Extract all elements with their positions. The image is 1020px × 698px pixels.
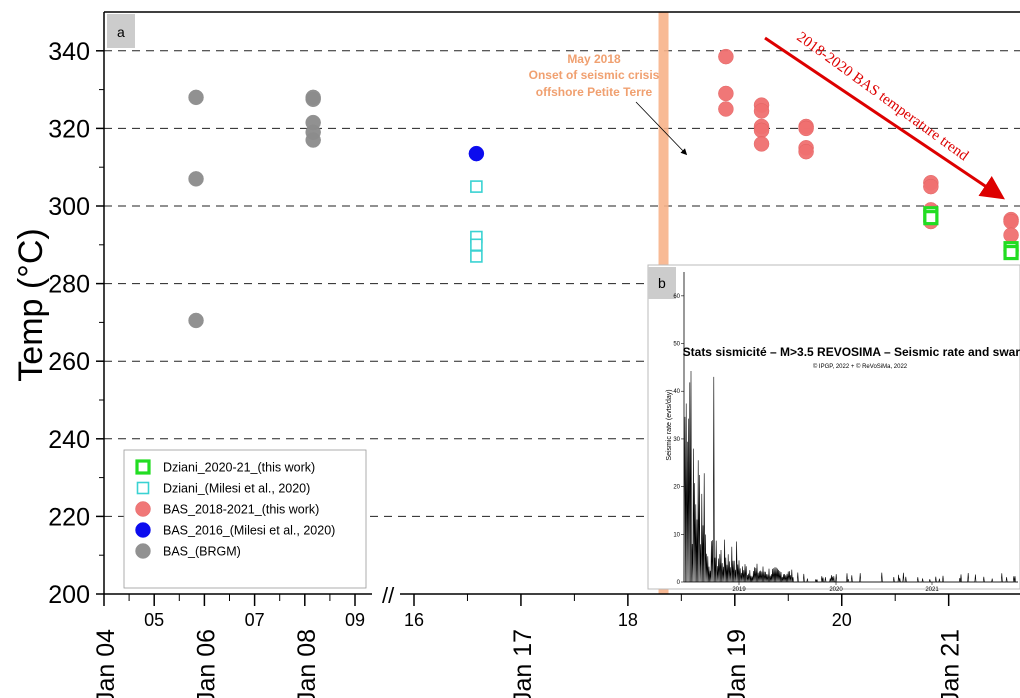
y-tick-label: 280 bbox=[48, 271, 90, 299]
y-tick-label: 300 bbox=[48, 193, 90, 221]
point-bas-2018-2021-this-work bbox=[718, 101, 734, 117]
inset-ylabel: Seismic rate (evts/day) bbox=[666, 389, 673, 460]
point-bas-2018-2021-this-work bbox=[798, 143, 814, 160]
y-tick-label: 260 bbox=[48, 348, 90, 376]
inset-y-tick-label: 20 bbox=[673, 485, 680, 491]
point-bas-2018-2021-this-work bbox=[753, 122, 770, 139]
legend-marker bbox=[135, 501, 151, 517]
inset-y-tick-label: 60 bbox=[673, 294, 680, 300]
inset-panel-label: b bbox=[658, 275, 666, 291]
x-tick-label: Jan 04 bbox=[92, 629, 120, 698]
inset-x-tick-label: 2020 bbox=[829, 587, 843, 593]
legend-marker bbox=[135, 543, 151, 559]
point-dziani-2020-21-this-work bbox=[1003, 244, 1019, 261]
inset-y-tick-label: 0 bbox=[677, 580, 681, 586]
panel-label-box bbox=[107, 14, 135, 48]
y-tick-label: 240 bbox=[48, 426, 90, 454]
x-tick-label: 07 bbox=[245, 610, 265, 630]
inset-subtitle: © IPGP, 2022 + © ReVoSiMa, 2022 bbox=[813, 363, 908, 370]
legend-label: BAS_(BRGM) bbox=[163, 545, 241, 559]
legend-marker bbox=[135, 522, 151, 538]
annotation-onset-line-3: offshore Petite Terre bbox=[536, 85, 653, 99]
y-tick-label: 220 bbox=[48, 503, 90, 531]
annotation-trend-arrow bbox=[764, 36, 1005, 200]
point-bas-2018-2021-this-work bbox=[753, 136, 770, 152]
axis-break-symbol: // bbox=[382, 583, 395, 608]
x-tick-label: 05 bbox=[144, 610, 164, 630]
point-bas-2016-milesi-et-al-2020 bbox=[468, 145, 485, 162]
point-bas-brgm bbox=[305, 132, 321, 148]
point-dziani-milesi-et-al-2020 bbox=[470, 250, 483, 263]
y-tick-label: 340 bbox=[48, 38, 90, 66]
inset-seismic-rate-trace bbox=[683, 370, 1018, 583]
point-bas-brgm bbox=[188, 312, 204, 329]
x-tick-label: Jan 08 bbox=[293, 629, 321, 698]
point-bas-2018-2021-this-work bbox=[1003, 213, 1019, 230]
legend-box bbox=[123, 449, 367, 589]
annotation-onset-line-2: Onset of seismic crisis bbox=[529, 68, 660, 82]
point-dziani-2020-21-this-work bbox=[923, 210, 939, 226]
annotation-onset-line-1: May 2018 bbox=[567, 52, 621, 66]
x-tick-label: 16 bbox=[404, 610, 424, 630]
inset-y-tick-label: 30 bbox=[673, 437, 680, 443]
inset-panel-b: b 0 10 20 30 40 50 60 2019 2020 2021 Stats sismic… bbox=[647, 264, 1020, 593]
inset-label-box bbox=[648, 267, 676, 299]
inset-y-tick-label: 10 bbox=[673, 532, 680, 538]
x-tick-label: Jan 17 bbox=[509, 629, 537, 698]
legend-label: Dziani_(Milesi et al., 2020) bbox=[163, 482, 310, 496]
inset-x-tick-label: 2019 bbox=[732, 587, 746, 593]
point-bas-brgm bbox=[305, 91, 321, 108]
legend: Dziani_2020-21_(this work) Dziani_(Milesi… bbox=[123, 449, 367, 589]
legend-label: BAS_2016_(Milesi et al., 2020) bbox=[163, 524, 335, 538]
point-bas-2018-2021-this-work bbox=[718, 48, 734, 65]
x-tick-label: 20 bbox=[832, 610, 852, 630]
y-tick-label: 320 bbox=[48, 115, 90, 143]
inset-x-tick-label: 2021 bbox=[925, 587, 939, 593]
x-tick-label: Jan 21 bbox=[937, 629, 965, 698]
annotation-trend-text: 2018-2020 BAS temperature trend bbox=[794, 29, 972, 164]
inset-y-tick-label: 40 bbox=[673, 389, 680, 395]
point-bas-2018-2021-this-work bbox=[1003, 227, 1019, 243]
legend-marker bbox=[135, 459, 151, 475]
point-dziani-milesi-et-al-2020 bbox=[470, 180, 483, 193]
legend-label: BAS_2018-2021_(this work) bbox=[163, 503, 319, 517]
panel-label: a bbox=[117, 24, 125, 40]
y-tick-label: 200 bbox=[48, 581, 90, 609]
inset-frame bbox=[647, 264, 1020, 590]
x-tick-label: Jan 06 bbox=[192, 629, 220, 698]
point-bas-2018-2021-this-work bbox=[798, 120, 814, 137]
inset-y-tick-label: 50 bbox=[673, 342, 680, 348]
legend-label: Dziani_2020-21_(this work) bbox=[163, 461, 315, 475]
x-tick-label: 18 bbox=[618, 610, 638, 630]
point-dziani-milesi-et-al-2020 bbox=[470, 238, 483, 252]
point-bas-2018-2021-this-work bbox=[923, 178, 939, 195]
point-bas-brgm bbox=[188, 89, 204, 106]
point-bas-2018-2021-this-work bbox=[753, 103, 770, 119]
x-tick-label: 09 bbox=[345, 610, 365, 630]
x-tick-label: Jan 19 bbox=[723, 629, 751, 698]
point-bas-2018-2021-this-work bbox=[718, 85, 734, 102]
inset-seismic-plot: 0 10 20 30 40 50 60 2019 2020 2021 bbox=[673, 272, 1018, 593]
legend-marker bbox=[136, 481, 150, 495]
y-axis-title: Temp (°C) bbox=[12, 228, 50, 381]
point-bas-brgm bbox=[188, 171, 204, 187]
annotation-onset-arrow bbox=[635, 101, 688, 156]
inset-title: Stats sismicité – M>3.5 REVOSIMA – Seism… bbox=[683, 345, 1020, 359]
